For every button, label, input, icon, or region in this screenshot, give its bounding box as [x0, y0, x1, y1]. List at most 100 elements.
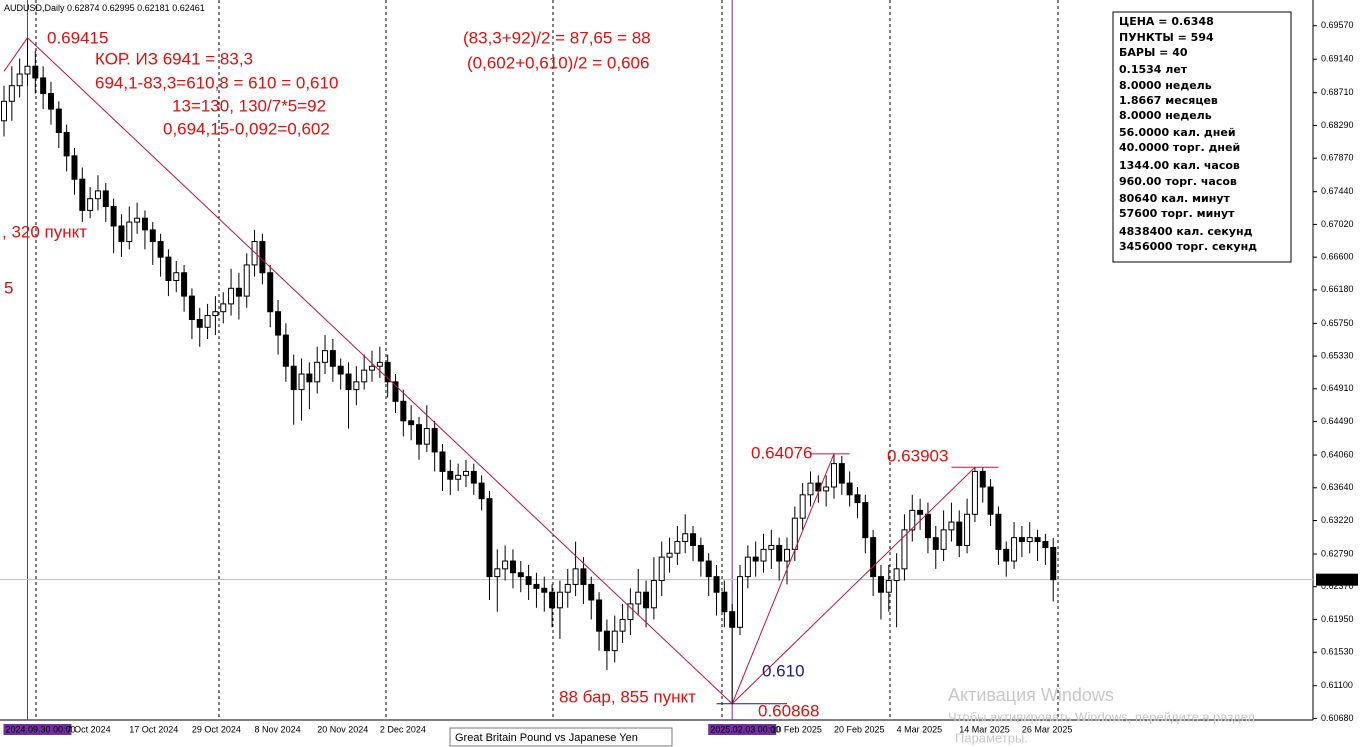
info-line: 4838400 кал. секунд	[1119, 225, 1253, 238]
candle-body	[212, 311, 219, 317]
candle-body	[737, 576, 744, 628]
candle-body	[306, 373, 313, 383]
annotation: 0.60868	[758, 701, 819, 720]
y-tick-label: 0.68290	[1321, 120, 1354, 130]
candle-body	[533, 583, 540, 589]
candle-body	[282, 334, 289, 367]
candle-body	[486, 498, 493, 578]
watermark-title: Активация Windows	[948, 685, 1114, 705]
y-tick-label: 0.64060	[1321, 449, 1354, 459]
candle-body	[862, 502, 869, 539]
x-tick-label: 7 Oct 2024	[67, 724, 111, 734]
watermark-link: Параметры.	[955, 730, 1028, 745]
y-tick-label: 0.69570	[1321, 20, 1354, 30]
candle-body	[643, 591, 650, 609]
y-tick-label: 0.67440	[1321, 186, 1354, 196]
x-tick-label: 8 Nov 2024	[255, 724, 301, 734]
info-line: 960.00 торг. часов	[1119, 175, 1237, 188]
tooltip: Great Britain Pound vs Japanese Yen	[455, 732, 638, 744]
candle-body	[228, 287, 235, 305]
candle-body	[87, 198, 94, 211]
y-tick-label: 0.63220	[1321, 515, 1354, 525]
info-line: 0.1534 лет	[1119, 63, 1188, 76]
candle-body	[690, 533, 697, 546]
info-line: 40.0000 торг. дней	[1119, 141, 1240, 154]
candle-body	[447, 470, 454, 480]
candle-body	[674, 541, 681, 554]
y-tick-label: 0.68710	[1321, 87, 1354, 97]
candle-body	[32, 65, 39, 79]
trend-line	[27, 37, 733, 705]
x-tick-label: 29 Oct 2024	[192, 724, 241, 734]
y-tick-label: 0.63640	[1321, 482, 1354, 492]
candle-body	[423, 428, 430, 445]
candle-body	[502, 560, 509, 570]
candle-body	[376, 361, 383, 367]
info-line: 8.0000 недель	[1119, 79, 1212, 92]
candle-body	[893, 568, 900, 582]
candle-body	[885, 580, 892, 593]
candle-body	[964, 513, 971, 546]
candle-body	[635, 591, 642, 605]
candle-body	[799, 494, 806, 519]
candle-body	[564, 583, 571, 593]
annotation: 13=130, 130/7*5=92	[172, 96, 326, 115]
candle-body	[79, 178, 86, 211]
candle-body	[995, 513, 1002, 550]
candle-body	[666, 552, 673, 558]
y-tick-label: 0.65750	[1321, 318, 1354, 328]
candle-body	[220, 303, 227, 313]
candle-body	[8, 85, 15, 102]
candle-body	[55, 108, 62, 133]
info-line: ЦЕНА = 0.6348	[1119, 15, 1214, 28]
y-tick-label: 0.64910	[1321, 383, 1354, 393]
candle-body	[494, 568, 501, 578]
candle-body	[94, 190, 101, 200]
candle-body	[188, 295, 195, 320]
candle-body	[251, 241, 258, 266]
candle-body	[267, 272, 274, 313]
candle-body	[509, 560, 516, 574]
candle-body	[611, 630, 618, 652]
candle-body	[760, 548, 767, 562]
x-tick-label: 17 Oct 2024	[129, 724, 178, 734]
candle-body	[721, 591, 728, 613]
candle-body	[713, 576, 720, 593]
candle-body	[415, 424, 422, 445]
candle-body	[627, 603, 634, 620]
y-tick-label: 0.61100	[1321, 680, 1353, 690]
candle-body	[603, 630, 610, 652]
y-tick-label: 0.69140	[1321, 54, 1354, 64]
candle-body	[682, 533, 689, 543]
period-separators	[35, 0, 1059, 720]
candle-body	[439, 451, 446, 472]
candle-body	[697, 544, 704, 562]
candle-body	[909, 509, 916, 531]
candle-body	[784, 548, 790, 562]
open-value: 0.62874	[67, 3, 100, 13]
candle-body	[729, 611, 736, 628]
y-tick-label: 0.67870	[1321, 153, 1354, 163]
candle-body	[196, 318, 203, 328]
info-line: 3456000 торг. секунд	[1119, 240, 1257, 253]
candle-body	[1026, 537, 1033, 543]
candle-body	[470, 470, 477, 484]
y-tick-label: 0.64490	[1321, 416, 1354, 426]
candle-body	[165, 256, 172, 282]
price-label: 0.62461	[1319, 574, 1352, 584]
x-tick-label: 2024.09.30 00:00	[5, 724, 75, 734]
x-tick-label: 20 Feb 2025	[834, 724, 885, 734]
candle-body	[235, 287, 242, 297]
candle-body	[940, 529, 947, 550]
candle-body	[462, 470, 469, 476]
candle-body	[870, 537, 877, 578]
info-line: 56.0000 кал. дней	[1119, 126, 1236, 139]
candle-body	[243, 264, 250, 297]
candle-body	[658, 556, 665, 582]
candle-body	[776, 544, 783, 562]
candle-body	[290, 365, 297, 391]
annotation: 0.69415	[47, 28, 108, 47]
candle-body	[1042, 541, 1049, 548]
annotation: 0.64076	[751, 443, 812, 462]
